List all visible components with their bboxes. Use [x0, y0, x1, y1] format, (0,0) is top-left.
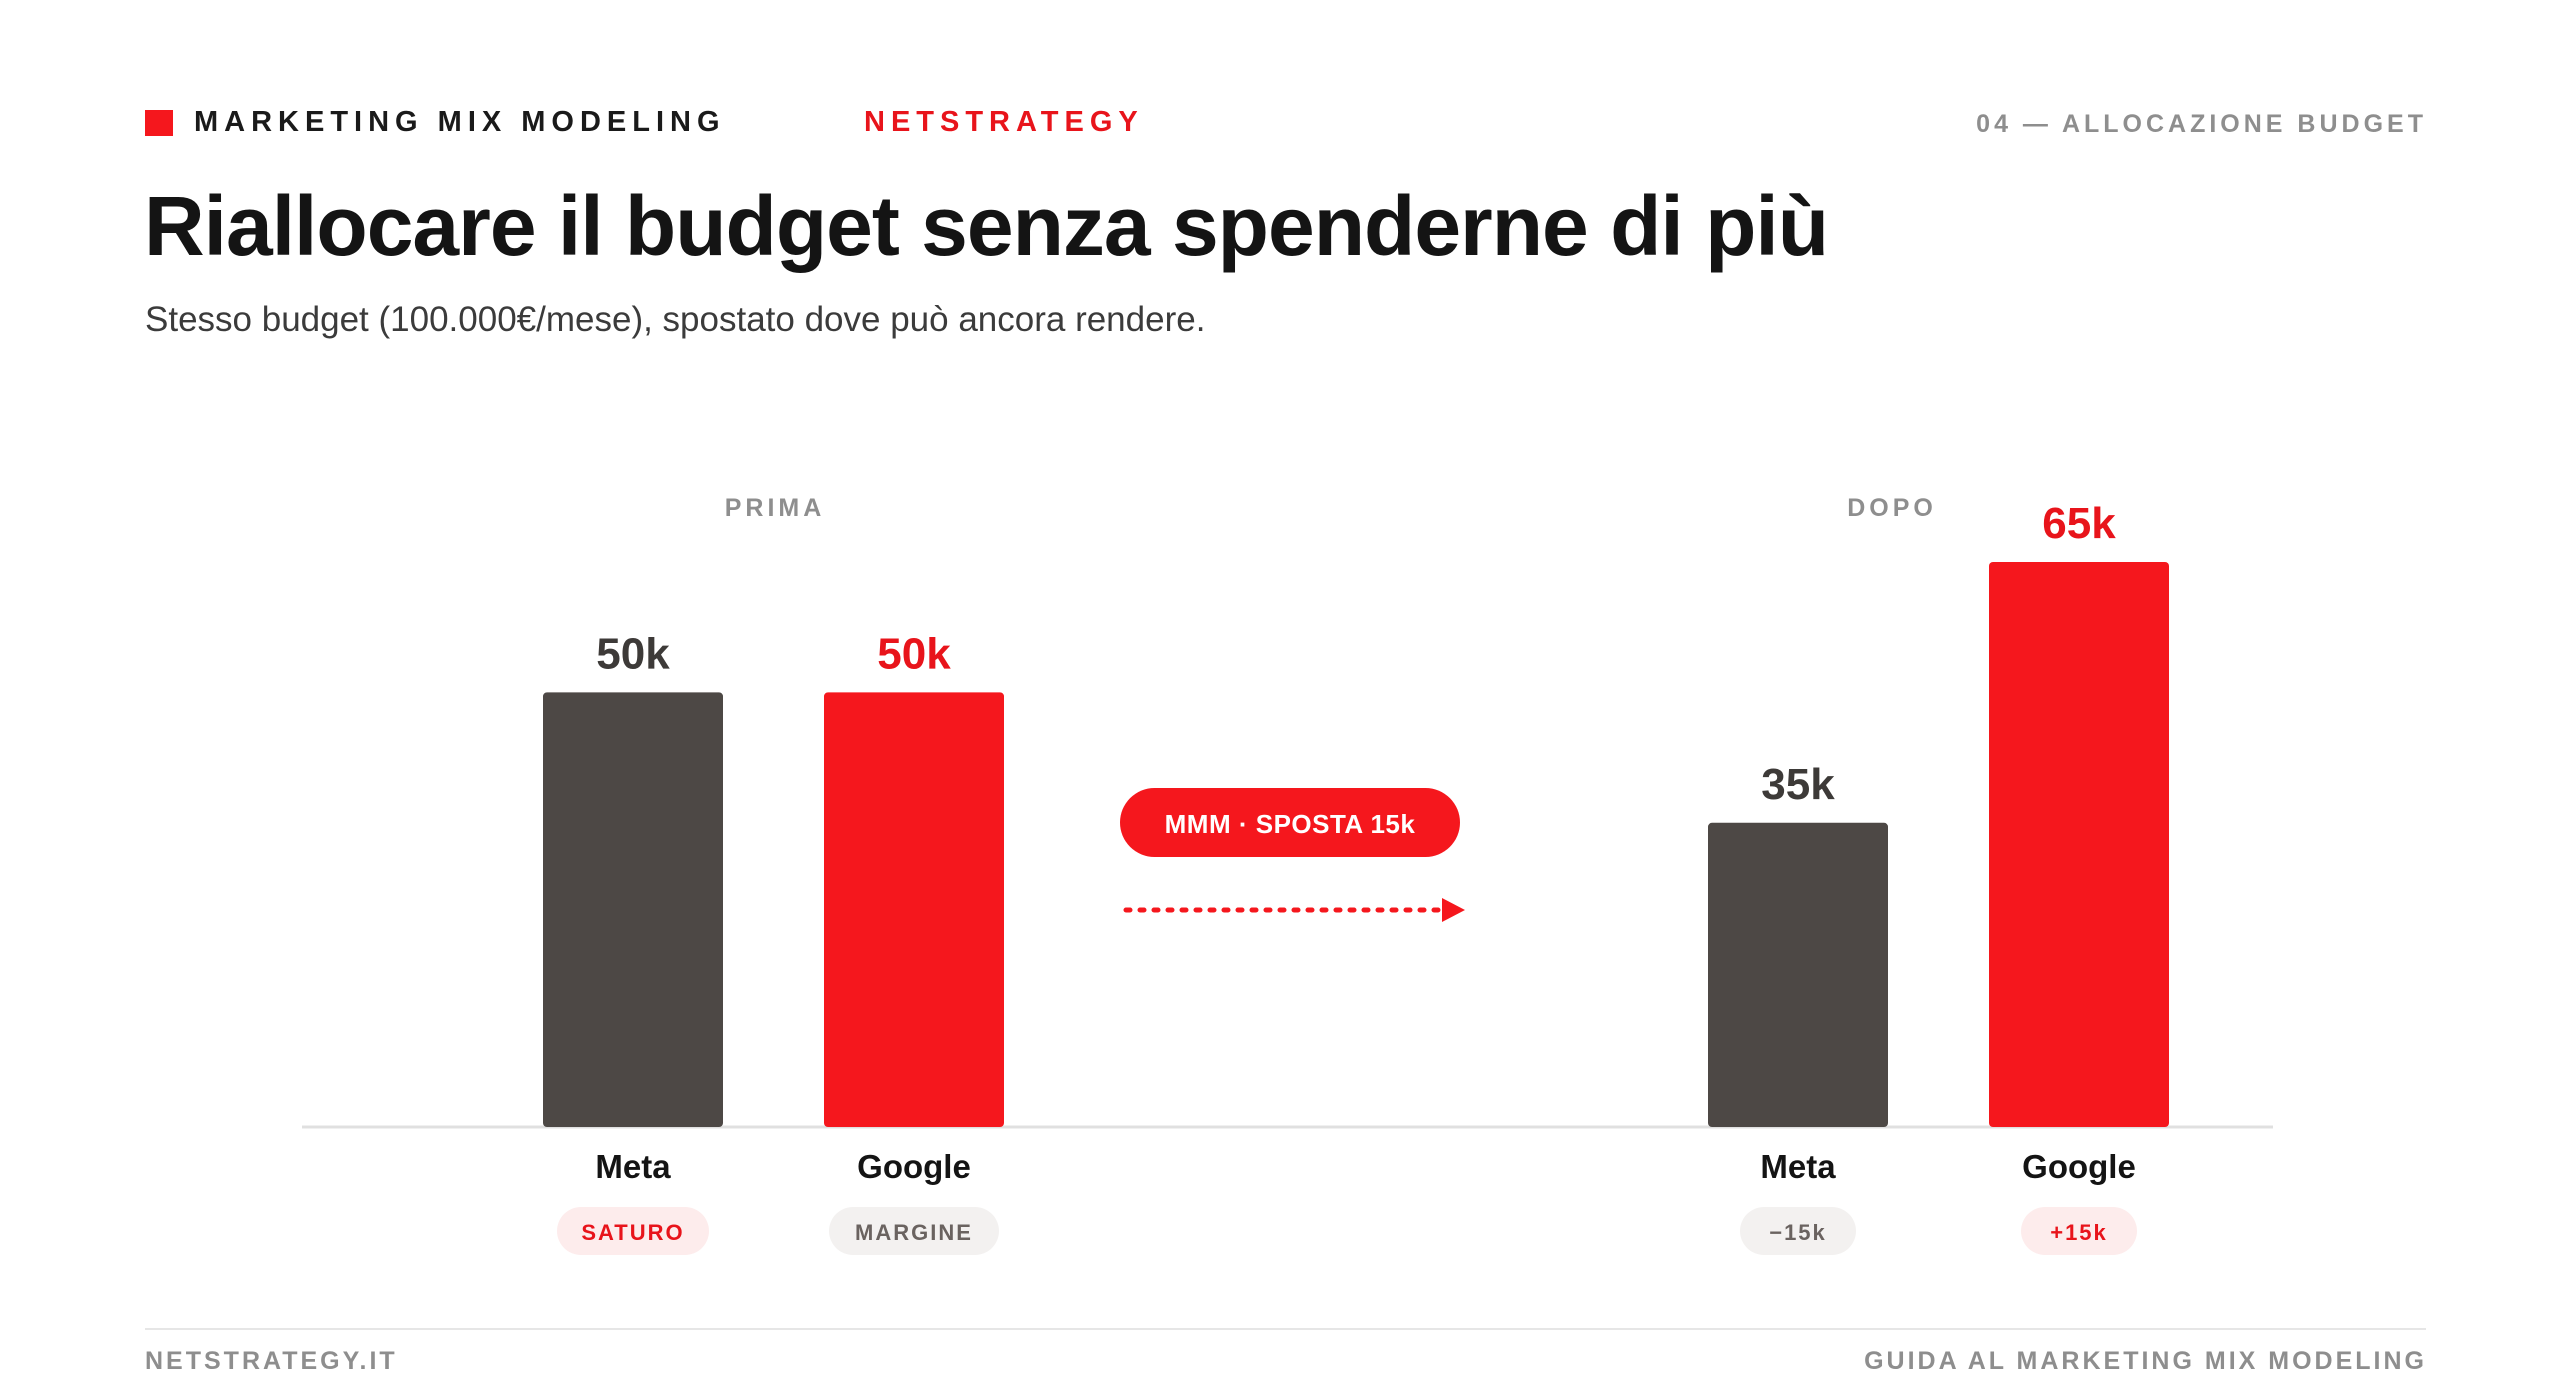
- value-label-prima-google: 50k: [877, 629, 951, 678]
- header-brand: NETSTRATEGY: [864, 106, 1144, 138]
- group-label-prima: PRIMA: [725, 494, 826, 522]
- category-label-dopo-meta: Meta: [1760, 1148, 1836, 1185]
- category-label-dopo-google: Google: [2022, 1148, 2136, 1185]
- brand-square-icon: [145, 110, 173, 136]
- footer-site: NETSTRATEGY.IT: [145, 1347, 398, 1375]
- badge-text-dopo-meta: −15k: [1769, 1220, 1827, 1245]
- page-subtitle: Stesso budget (100.000€/mese), spostato …: [145, 300, 1206, 339]
- badge-dopo-meta: [1740, 1207, 1856, 1255]
- badge-text-prima-meta: SATURO: [581, 1220, 684, 1245]
- badge-text-prima-google: MARGINE: [855, 1220, 973, 1245]
- footer-guide: GUIDA AL MARKETING MIX MODELING: [1864, 1347, 2427, 1375]
- section-label: 04 — ALLOCAZIONE BUDGET: [1976, 110, 2427, 138]
- badge-prima-meta: [557, 1207, 709, 1255]
- transfer-pill: [1120, 788, 1460, 857]
- category-label-prima-google: Google: [857, 1148, 971, 1185]
- category-label-prima-meta: Meta: [595, 1148, 671, 1185]
- value-label-dopo-meta: 35k: [1761, 760, 1835, 809]
- value-label-prima-meta: 50k: [596, 629, 670, 678]
- group-label-dopo: DOPO: [1847, 494, 1937, 522]
- bar-dopo-google: [1989, 562, 2169, 1127]
- arrow-head-icon: [1442, 898, 1465, 922]
- transfer-pill-label: MMM · SPOSTA 15k: [1165, 809, 1416, 839]
- badge-text-dopo-google: +15k: [2050, 1220, 2108, 1245]
- bar-prima-google: [824, 692, 1004, 1127]
- page-title: Riallocare il budget senza spenderne di …: [144, 179, 1829, 273]
- value-label-dopo-google: 65k: [2042, 499, 2116, 548]
- badge-prima-google: [829, 1207, 999, 1255]
- bar-prima-meta: [543, 692, 723, 1127]
- footer-divider: [145, 1328, 2426, 1330]
- bar-dopo-meta: [1708, 822, 1888, 1127]
- header-kicker: MARKETING MIX MODELING: [194, 106, 726, 138]
- badge-dopo-google: [2021, 1207, 2137, 1255]
